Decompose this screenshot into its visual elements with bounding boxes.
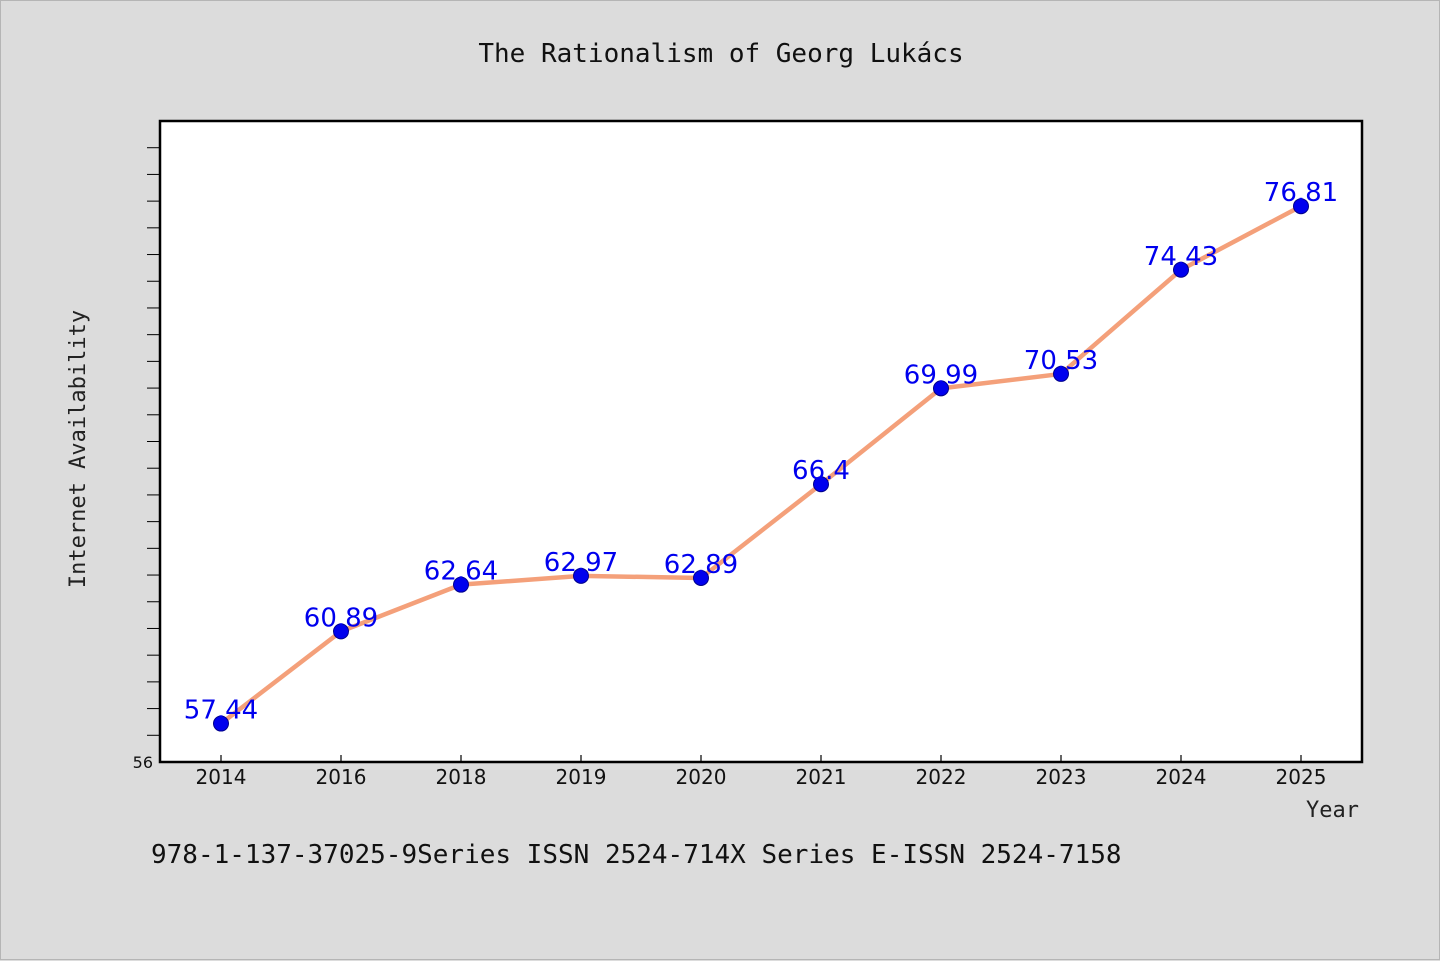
- chart-title: The Rationalism of Georg Lukács: [478, 39, 963, 69]
- data-label: 60.89: [304, 603, 378, 633]
- data-point: [1053, 365, 1069, 382]
- x-tick-label: 2018: [436, 765, 487, 789]
- x-axis-label: Year: [1306, 798, 1359, 823]
- plot-area: [158, 119, 1364, 764]
- x-tick-label: 2016: [316, 765, 367, 789]
- data-point: [693, 569, 709, 586]
- x-tick-label: 2021: [796, 765, 847, 789]
- data-point: [933, 380, 949, 397]
- y-axis-label: Internet Availability: [66, 310, 91, 588]
- x-tick-label: 2022: [916, 765, 967, 789]
- data-label: 74.43: [1144, 242, 1218, 272]
- data-point: [573, 567, 589, 584]
- data-label: 66.4: [792, 456, 850, 486]
- data-point: [1173, 261, 1189, 278]
- data-label: 69.99: [904, 360, 978, 390]
- data-label: 62.64: [424, 557, 498, 587]
- x-tick-label: 2014: [196, 765, 247, 789]
- series-line: [219, 204, 1303, 726]
- y-tick-label: 56: [133, 753, 153, 772]
- data-point: [1293, 198, 1309, 215]
- data-label: 62.97: [544, 548, 618, 578]
- x-tick-label: 2025: [1276, 765, 1327, 789]
- data-point: [813, 476, 829, 493]
- data-points: [213, 198, 1309, 732]
- x-tick-label: 2023: [1036, 765, 1087, 789]
- data-label: 76.81: [1264, 178, 1338, 208]
- x-tick-label: 2024: [1156, 765, 1207, 789]
- data-label: 57.44: [184, 696, 258, 726]
- x-tick-label: 2020: [676, 765, 727, 789]
- footnote: 978-1-137-37025-9Series ISSN 2524-714X S…: [151, 840, 1122, 870]
- data-point: [333, 623, 349, 640]
- data-labels: 57.44 60.89 62.64 62.97 62.89 66.4 69.99 70.53 7…: [184, 178, 1338, 725]
- x-axis-ticks: 2014 2016 2018 2019 2020 2021 2022 2023 2024 2025: [196, 755, 1327, 789]
- x-tick-label: 2019: [556, 765, 607, 789]
- data-label: 70.53: [1024, 346, 1098, 376]
- data-point: [213, 715, 229, 732]
- data-label: 62.89: [664, 550, 738, 580]
- data-point: [453, 576, 469, 593]
- y-axis-ticks: [147, 147, 160, 736]
